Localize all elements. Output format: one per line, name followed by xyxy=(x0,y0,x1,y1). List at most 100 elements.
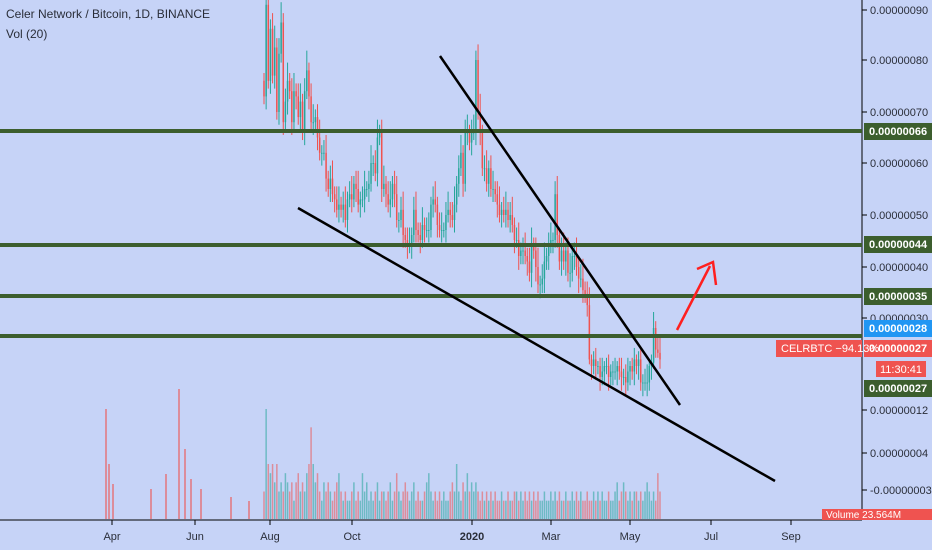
volume-bar xyxy=(473,491,475,519)
lower-trendline[interactable] xyxy=(297,206,776,483)
candle xyxy=(470,119,473,156)
price-tick-label: 0.00000060 xyxy=(870,158,928,170)
candle xyxy=(434,181,436,213)
candle xyxy=(603,361,606,386)
chart-legend: Celer Network / Bitcoin, 1D, BINANCE Vol… xyxy=(6,4,210,44)
countdown-badge: 11:30:41 xyxy=(876,361,926,377)
breakout-arrow[interactable] xyxy=(675,260,718,331)
volume-bar xyxy=(419,500,422,519)
volume-bar xyxy=(535,500,537,519)
candle xyxy=(648,361,651,391)
volume-bar xyxy=(284,473,287,519)
volume-bar xyxy=(378,500,381,519)
candle xyxy=(659,335,661,369)
volume-bar xyxy=(601,491,603,519)
volume-bar xyxy=(507,491,509,519)
candle xyxy=(485,150,488,192)
volume-bar xyxy=(447,500,449,519)
candle xyxy=(479,93,481,146)
candle xyxy=(458,155,460,197)
price-axis-panel[interactable] xyxy=(862,0,932,520)
candle xyxy=(490,155,492,197)
candle xyxy=(440,212,443,243)
volume-bar xyxy=(359,500,362,519)
symbol-title[interactable]: Celer Network / Bitcoin, 1D, BINANCE xyxy=(6,7,211,21)
volume-bar xyxy=(327,482,329,519)
volume-bar xyxy=(582,500,584,519)
candle xyxy=(447,191,449,223)
candle xyxy=(524,232,526,265)
level-line[interactable] xyxy=(0,294,862,298)
level-line[interactable] xyxy=(0,129,862,133)
candle xyxy=(488,160,490,197)
price-tick-label: 0.00000050 xyxy=(870,210,928,222)
plot-area[interactable] xyxy=(0,0,862,520)
volume-bar xyxy=(400,500,402,519)
volume-bar xyxy=(438,491,441,519)
candle xyxy=(625,364,627,397)
candle xyxy=(314,109,317,130)
candle xyxy=(355,170,357,202)
time-axis-panel[interactable] xyxy=(0,520,932,550)
candle xyxy=(389,181,392,218)
volume-bar xyxy=(404,482,407,519)
candle xyxy=(460,134,462,176)
candle xyxy=(588,287,591,365)
volume-bar xyxy=(398,491,400,519)
volume-bar xyxy=(622,482,625,519)
volume-bar xyxy=(502,500,505,519)
candle xyxy=(637,351,640,380)
volume-bar xyxy=(650,500,653,519)
volume-bar xyxy=(477,491,479,519)
volume-bar xyxy=(481,491,484,519)
candle xyxy=(462,145,464,197)
level-line[interactable] xyxy=(0,243,862,247)
volume-bar xyxy=(306,473,308,519)
volume-bar xyxy=(413,482,415,519)
volume-bar xyxy=(475,482,477,519)
volume-bar xyxy=(539,500,541,519)
volume-bar xyxy=(614,491,616,519)
volume-bar xyxy=(541,500,544,519)
volume-bar xyxy=(346,500,349,519)
volume-bar xyxy=(449,491,451,519)
volume-bar xyxy=(498,500,501,519)
volume-bar xyxy=(545,500,548,519)
volume-bar xyxy=(406,491,409,519)
upper-trendline[interactable] xyxy=(438,55,682,406)
volume-bar xyxy=(417,491,419,519)
svg-text:0.00000028: 0.00000028 xyxy=(869,323,927,335)
volume-bar xyxy=(462,482,464,519)
volume-bar xyxy=(629,491,631,519)
candle xyxy=(338,186,340,223)
volume-bar xyxy=(597,491,599,519)
volume-bar xyxy=(659,491,661,519)
price-badges: 0.00000066 0.00000044 0.00000035 0.00000028… xyxy=(776,123,932,521)
level-line[interactable] xyxy=(0,334,862,338)
time-tick-label: Oct xyxy=(343,531,360,543)
volume-bar xyxy=(112,484,114,519)
volume-bar xyxy=(357,491,359,519)
candle xyxy=(528,247,531,282)
candle xyxy=(357,170,359,213)
volume-bar xyxy=(490,491,492,519)
time-tick-label: Apr xyxy=(103,531,120,543)
candle xyxy=(428,212,430,243)
time-tick-label: 2020 xyxy=(460,531,484,543)
volume-bar xyxy=(395,473,398,519)
candle xyxy=(278,38,280,125)
candle xyxy=(522,237,524,265)
candle xyxy=(280,2,282,63)
volume-bar xyxy=(595,500,597,519)
volume-bar xyxy=(530,500,533,519)
volume-bar xyxy=(301,482,304,519)
volume-indicator-label[interactable]: Vol (20) xyxy=(6,27,48,41)
volume-bar xyxy=(288,491,291,519)
time-tick-label: Mar xyxy=(542,531,561,543)
candle xyxy=(325,134,327,192)
volume-bar xyxy=(515,491,518,519)
volume-bar xyxy=(436,500,439,519)
candle xyxy=(321,145,323,166)
